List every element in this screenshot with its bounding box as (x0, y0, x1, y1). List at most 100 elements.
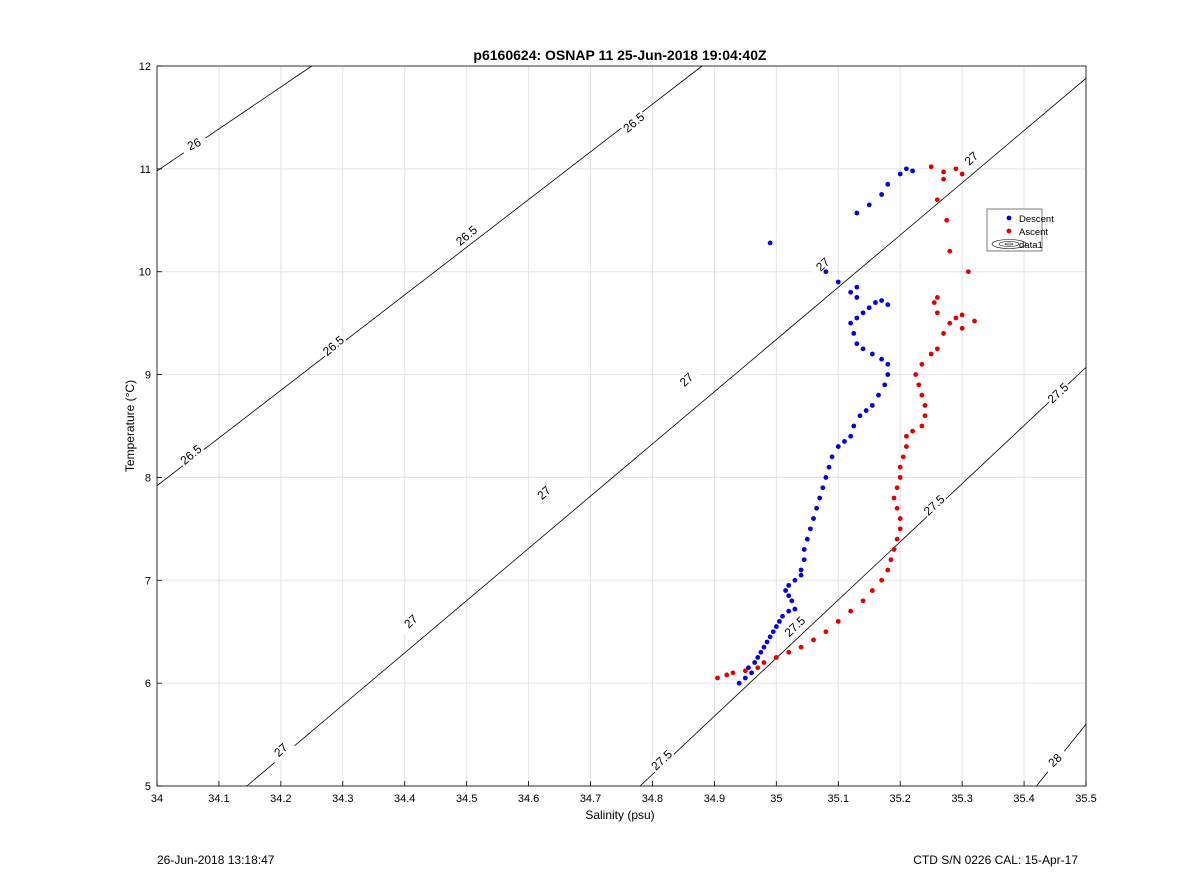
data-point (742, 675, 748, 681)
data-point (801, 547, 807, 552)
data-point (823, 475, 829, 480)
legend-contour-icon (998, 241, 1020, 247)
data-point (854, 210, 860, 216)
data-point (811, 637, 816, 643)
data-points (715, 164, 977, 686)
isopycnal-label-bg (178, 131, 209, 157)
data-point (798, 644, 804, 650)
data-point (811, 516, 816, 521)
x-tick-label: 35.4 (1013, 793, 1034, 805)
data-point (947, 320, 953, 326)
data-point (848, 289, 854, 295)
data-point (869, 403, 875, 408)
data-point (934, 197, 940, 203)
x-tick-label: 35.1 (828, 793, 849, 805)
footer-timestamp: 26-Jun-2018 13:18:47 (157, 853, 275, 867)
data-point (885, 302, 891, 308)
data-point (863, 408, 869, 413)
data-point (885, 181, 891, 187)
data-point (851, 423, 857, 429)
data-point (792, 577, 798, 583)
isopycnal-line (156, 65, 703, 486)
data-point (879, 192, 885, 197)
data-point (829, 454, 835, 460)
data-point (866, 305, 872, 311)
x-tick-label: 34.5 (456, 793, 477, 805)
data-point (798, 572, 804, 578)
data-point (888, 557, 894, 563)
isopycnal-label-bg (318, 331, 348, 360)
y-tick-label: 7 (145, 575, 151, 587)
data-point (749, 670, 754, 676)
isopycnal-label-bg (646, 745, 677, 775)
data-point (876, 392, 881, 398)
data-point (953, 315, 959, 321)
data-point (919, 361, 925, 367)
data-point (848, 433, 854, 439)
data-point (941, 169, 946, 175)
y-axis-label: Temperature (°C) (123, 380, 137, 472)
y-axis: 5 6 7 8 9 10 11 12 (139, 61, 162, 793)
isopycnal-label: 26 (185, 135, 203, 153)
data-point (934, 310, 940, 316)
x-tick-label: 34.1 (208, 793, 229, 805)
data-point (770, 629, 776, 635)
data-point (823, 269, 829, 275)
legend-contour-icon (1004, 242, 1014, 246)
data-point (860, 346, 866, 352)
data-point (767, 634, 773, 640)
data-point (931, 300, 937, 305)
data-point (767, 240, 773, 246)
isopycnal-label-bg (1040, 745, 1070, 775)
x-tick-label: 34.6 (518, 793, 539, 805)
data-point (786, 583, 792, 588)
data-point (730, 670, 736, 676)
data-point (916, 382, 922, 388)
data-point (854, 284, 860, 290)
data-point (780, 613, 785, 619)
data-point (934, 346, 940, 352)
isopycnal-line (246, 78, 1087, 787)
data-point (854, 315, 860, 321)
x-tick-label: 34.9 (704, 793, 725, 805)
isopycnal-label: 27.5 (921, 492, 948, 518)
data-point (910, 168, 915, 174)
data-point (869, 351, 875, 357)
data-point (922, 403, 928, 408)
data-point (857, 413, 863, 419)
legend-label: Ascent (1019, 227, 1048, 238)
data-point (947, 248, 953, 254)
data-point (835, 444, 841, 449)
data-point (851, 331, 857, 336)
y-tick-label: 8 (145, 472, 151, 484)
data-point (752, 660, 758, 665)
data-point (903, 166, 909, 172)
isopycnal-label: 27.5 (782, 613, 809, 639)
y-tick-label: 12 (139, 61, 151, 73)
data-point (823, 629, 829, 635)
data-point (814, 505, 819, 511)
x-tick-label: 35.3 (951, 793, 972, 805)
data-point (742, 668, 748, 674)
data-point (897, 516, 903, 521)
data-point (965, 269, 971, 275)
data-point (894, 505, 900, 511)
x-axis: 34 34.1 34.2 34.3 34.4 34.5 34.6 34.7 34.8 34.9 35… (151, 781, 1097, 805)
y-tick-label: 10 (139, 267, 151, 279)
data-point (972, 318, 977, 324)
data-point (919, 392, 925, 398)
x-tick-label: 35.2 (889, 793, 910, 805)
legend-label: Descent (1019, 214, 1054, 225)
isopycnal-label-bg (451, 221, 482, 250)
data-point (953, 166, 959, 172)
data-point (848, 608, 854, 614)
data-point (869, 588, 875, 593)
data-point (897, 464, 903, 470)
data-point (835, 619, 841, 624)
chart-title: p6160624: OSNAP 11 25-Jun-2018 19:04:40Z (473, 47, 767, 63)
isopycnal-label-bg (919, 490, 949, 520)
data-point (913, 372, 919, 377)
data-point (903, 433, 909, 439)
data-point (798, 567, 804, 573)
data-point (928, 351, 934, 357)
